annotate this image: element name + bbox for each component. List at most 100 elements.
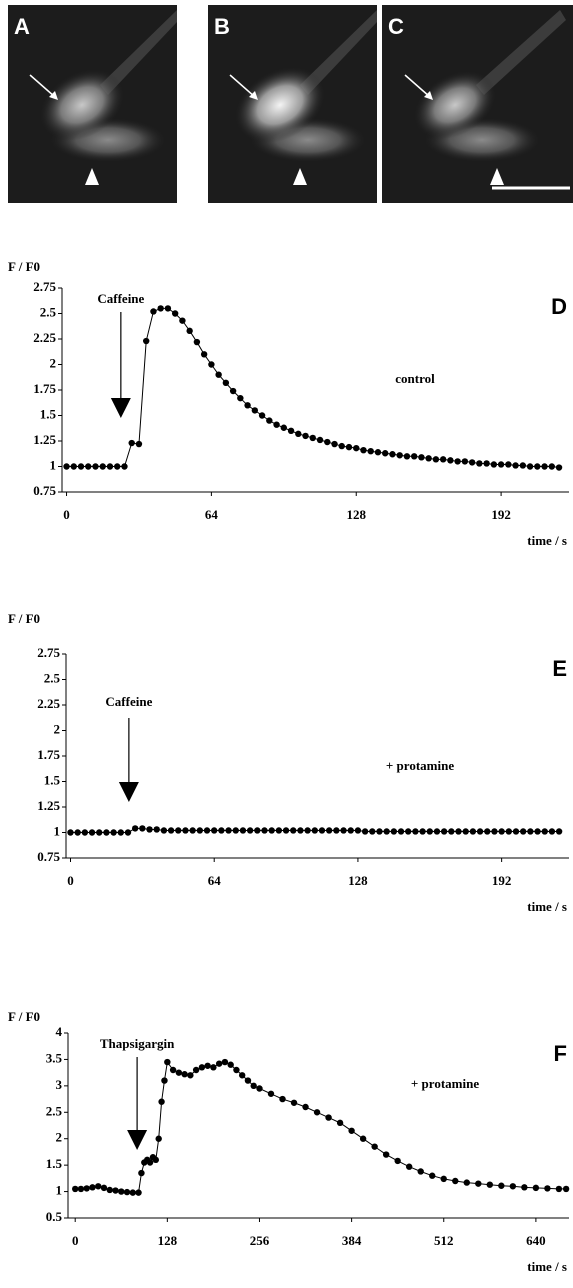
y-tick-label: 2 — [50, 355, 57, 370]
data-point — [244, 1077, 252, 1084]
chart-letter: F — [554, 1041, 567, 1066]
arrow-head — [127, 1130, 148, 1150]
y-tick-label: 3.5 — [46, 1050, 63, 1065]
data-point — [433, 828, 441, 835]
data-point — [505, 828, 513, 835]
data-point — [412, 828, 419, 835]
data-point — [221, 1058, 229, 1066]
y-axis-label: F / F0 — [8, 611, 40, 626]
data-point — [83, 1185, 90, 1192]
data-point — [353, 444, 360, 452]
data-point — [397, 828, 405, 835]
data-point — [361, 828, 369, 835]
data-point — [309, 434, 316, 442]
data-point — [447, 457, 454, 464]
data-point — [410, 453, 418, 460]
data-point — [331, 440, 338, 448]
data-point — [455, 828, 462, 835]
data-point — [532, 1184, 540, 1192]
arrow-label: Caffeine — [97, 291, 144, 306]
data-point — [360, 446, 367, 454]
data-point — [548, 828, 556, 835]
y-tick-label: 2.5 — [44, 670, 61, 685]
data-point — [161, 1077, 168, 1084]
data-point — [295, 430, 302, 438]
data-point — [439, 456, 447, 463]
data-point — [534, 828, 541, 835]
data-point — [204, 1062, 211, 1069]
data-point — [150, 308, 157, 315]
data-point — [382, 450, 389, 457]
data-point — [497, 461, 505, 468]
data-point — [429, 1172, 436, 1179]
x-axis-label: time / s — [527, 533, 567, 548]
data-point — [419, 828, 426, 835]
data-point — [324, 438, 331, 446]
data-point — [128, 439, 135, 447]
data-point — [63, 463, 70, 470]
data-point — [417, 1168, 424, 1175]
data-point — [562, 1185, 570, 1193]
data-point — [189, 827, 196, 834]
data-point — [222, 379, 230, 387]
x-tick-label: 192 — [492, 873, 512, 888]
data-point — [218, 827, 225, 834]
data-point — [95, 1183, 102, 1190]
data-point — [394, 1157, 401, 1165]
data-point — [77, 463, 85, 470]
data-point — [302, 432, 309, 440]
data-point — [155, 1135, 162, 1142]
annotation: + protamine — [386, 758, 454, 773]
data-point — [426, 828, 433, 835]
x-tick-label: 64 — [205, 507, 219, 522]
data-point — [468, 459, 476, 466]
data-point — [110, 829, 117, 836]
data-point — [359, 1135, 367, 1142]
data-point — [527, 828, 534, 835]
data-point — [211, 827, 218, 834]
data-point — [179, 317, 186, 324]
data-point — [215, 1060, 223, 1067]
data-point — [333, 827, 340, 834]
data-point — [440, 1175, 447, 1183]
data-point — [512, 828, 520, 835]
data-point — [544, 1185, 551, 1192]
data-point — [200, 351, 208, 358]
data-point — [526, 463, 534, 470]
y-tick-label: 1.25 — [33, 432, 56, 447]
data-point — [88, 829, 96, 836]
chart-letter: E — [552, 656, 567, 681]
data-point — [175, 1069, 183, 1076]
data-point — [100, 1184, 108, 1192]
data-point — [99, 463, 106, 470]
data-point — [164, 1058, 171, 1066]
data-point — [432, 456, 440, 463]
data-point — [114, 463, 121, 470]
y-tick-label: 3 — [56, 1077, 63, 1092]
data-point — [374, 449, 382, 456]
data-point — [267, 1090, 275, 1097]
y-tick-label: 0.75 — [33, 483, 56, 498]
data-point — [106, 463, 114, 470]
data-point — [203, 827, 211, 834]
data-point — [152, 1156, 160, 1164]
data-point — [139, 825, 146, 832]
data-point — [475, 1180, 482, 1187]
data-point — [396, 452, 403, 459]
data-point — [390, 828, 398, 835]
data-point — [167, 827, 175, 834]
data-point — [81, 829, 89, 836]
y-tick-label: 1.25 — [37, 798, 60, 813]
arrow-label: Caffeine — [105, 694, 152, 709]
x-tick-label: 384 — [342, 1233, 362, 1248]
data-point — [77, 1185, 85, 1193]
x-tick-label: 0 — [72, 1233, 79, 1248]
data-point — [227, 1061, 234, 1068]
annotation: + protamine — [411, 1076, 479, 1091]
micrograph: A — [8, 5, 177, 203]
chart-letter: D — [551, 294, 567, 319]
data-point — [418, 454, 425, 461]
data-point — [239, 827, 247, 834]
y-tick-label: 1.75 — [37, 747, 60, 762]
data-point — [96, 829, 103, 836]
